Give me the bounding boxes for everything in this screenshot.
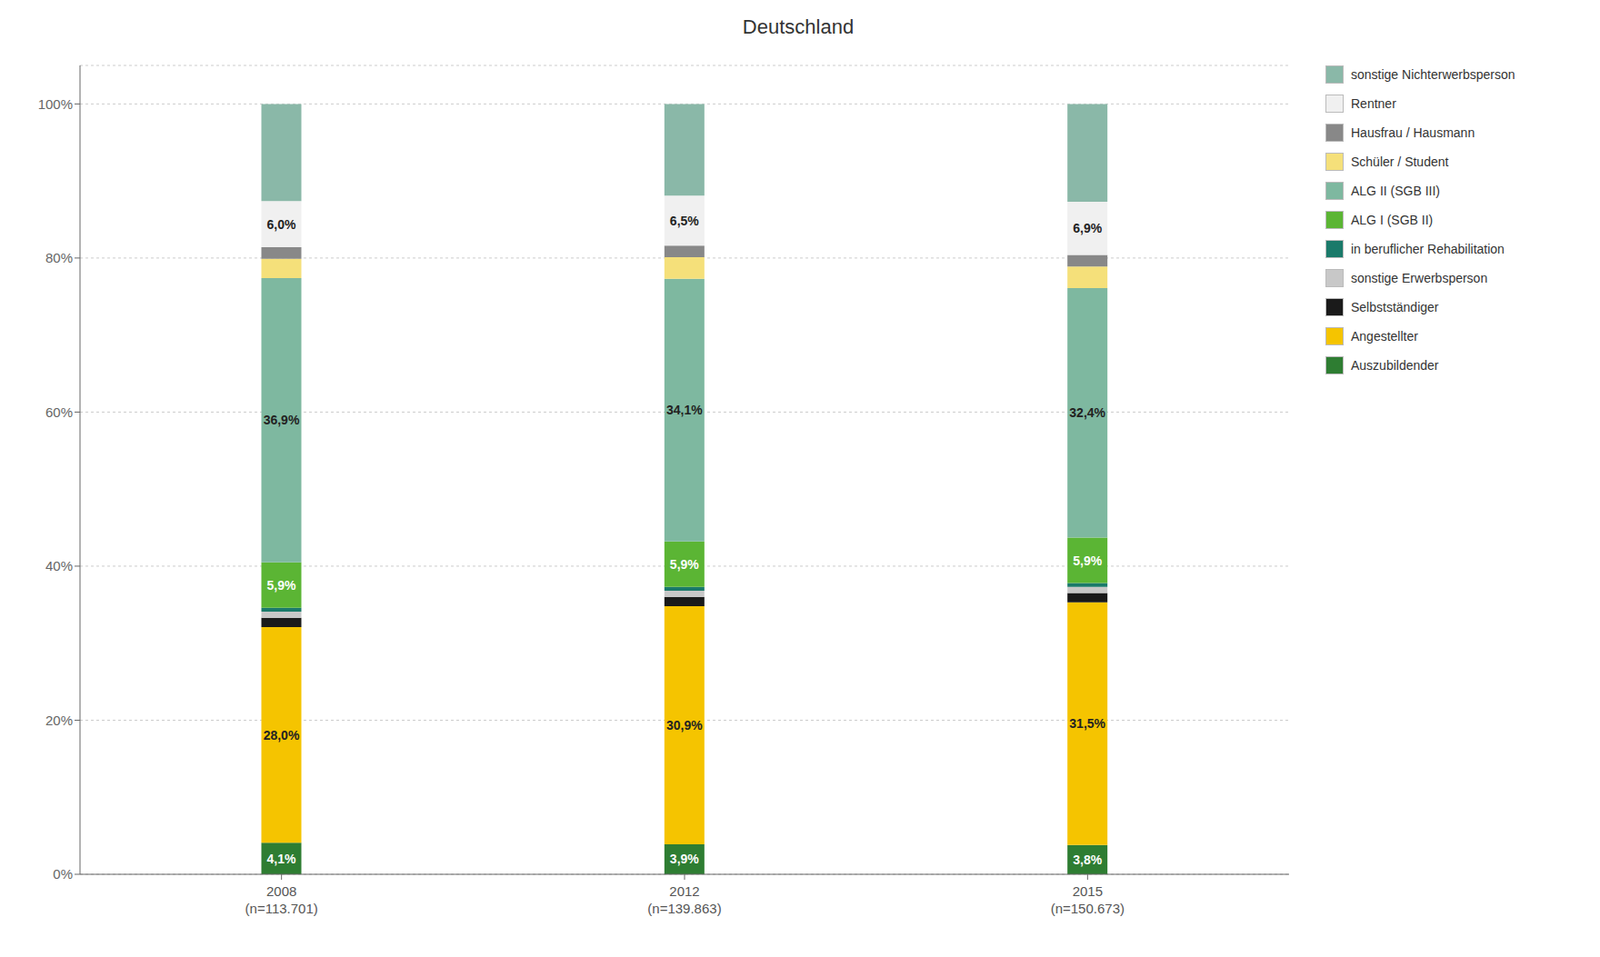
- svg-text:0%: 0%: [52, 866, 73, 882]
- svg-text:28,0%: 28,0%: [263, 728, 300, 743]
- svg-text:100%: 100%: [38, 96, 73, 112]
- html-text:Angestellter: Angestellter: [1350, 329, 1419, 344]
- svg-text:60%: 60%: [45, 404, 73, 420]
- svg-text:34,1%: 34,1%: [666, 402, 703, 418]
- svg-text:32,4%: 32,4%: [1069, 405, 1106, 420]
- svg-text:3,9%: 3,9%: [670, 851, 700, 867]
- svg-text:2008(n=113.701): 2008(n=113.701): [245, 883, 319, 917]
- svg-text:5,9%: 5,9%: [670, 557, 700, 572]
- html-text:ALG I (SGB II): ALG I (SGB II): [1350, 212, 1433, 228]
- html-text:Deutschland: Deutschland: [742, 15, 854, 39]
- html-text:Rentner: Rentner: [1350, 96, 1397, 111]
- svg-text:5,9%: 5,9%: [1072, 553, 1102, 569]
- html-text:ALG II (SGB III): ALG II (SGB III): [1350, 183, 1440, 199]
- html-text:Hausfrau / Hausmann: Hausfrau / Hausmann: [1350, 125, 1475, 140]
- svg-text:3,8%: 3,8%: [1072, 852, 1102, 868]
- html-text:Auszubildender: Auszubildender: [1350, 358, 1439, 373]
- html-text:sonstige Erwerbsperson: sonstige Erwerbsperson: [1350, 270, 1488, 286]
- svg-text:30,9%: 30,9%: [666, 718, 703, 733]
- svg-text:4,1%: 4,1%: [267, 851, 297, 867]
- svg-text:6,9%: 6,9%: [1072, 220, 1102, 236]
- svg-text:20%: 20%: [45, 712, 73, 729]
- html-text:in beruflicher Rehabilitation: in beruflicher Rehabilitation: [1350, 241, 1505, 257]
- svg-text:6,0%: 6,0%: [267, 217, 297, 232]
- svg-text:40%: 40%: [45, 558, 73, 574]
- html-text:Selbstständiger: Selbstständiger: [1350, 300, 1439, 315]
- svg-text:36,9%: 36,9%: [263, 412, 300, 428]
- svg-text:2012(n=139.863): 2012(n=139.863): [647, 883, 721, 917]
- svg-text:6,5%: 6,5%: [670, 213, 700, 229]
- svg-text:5,9%: 5,9%: [267, 578, 297, 593]
- svg-text:2015(n=150.673): 2015(n=150.673): [1050, 883, 1125, 917]
- svg-text:80%: 80%: [45, 250, 73, 266]
- svg-text:31,5%: 31,5%: [1069, 716, 1106, 731]
- html-text:sonstige Nichterwerbsperson: sonstige Nichterwerbsperson: [1350, 67, 1515, 82]
- html-text:Schüler / Student: Schüler / Student: [1350, 154, 1449, 170]
